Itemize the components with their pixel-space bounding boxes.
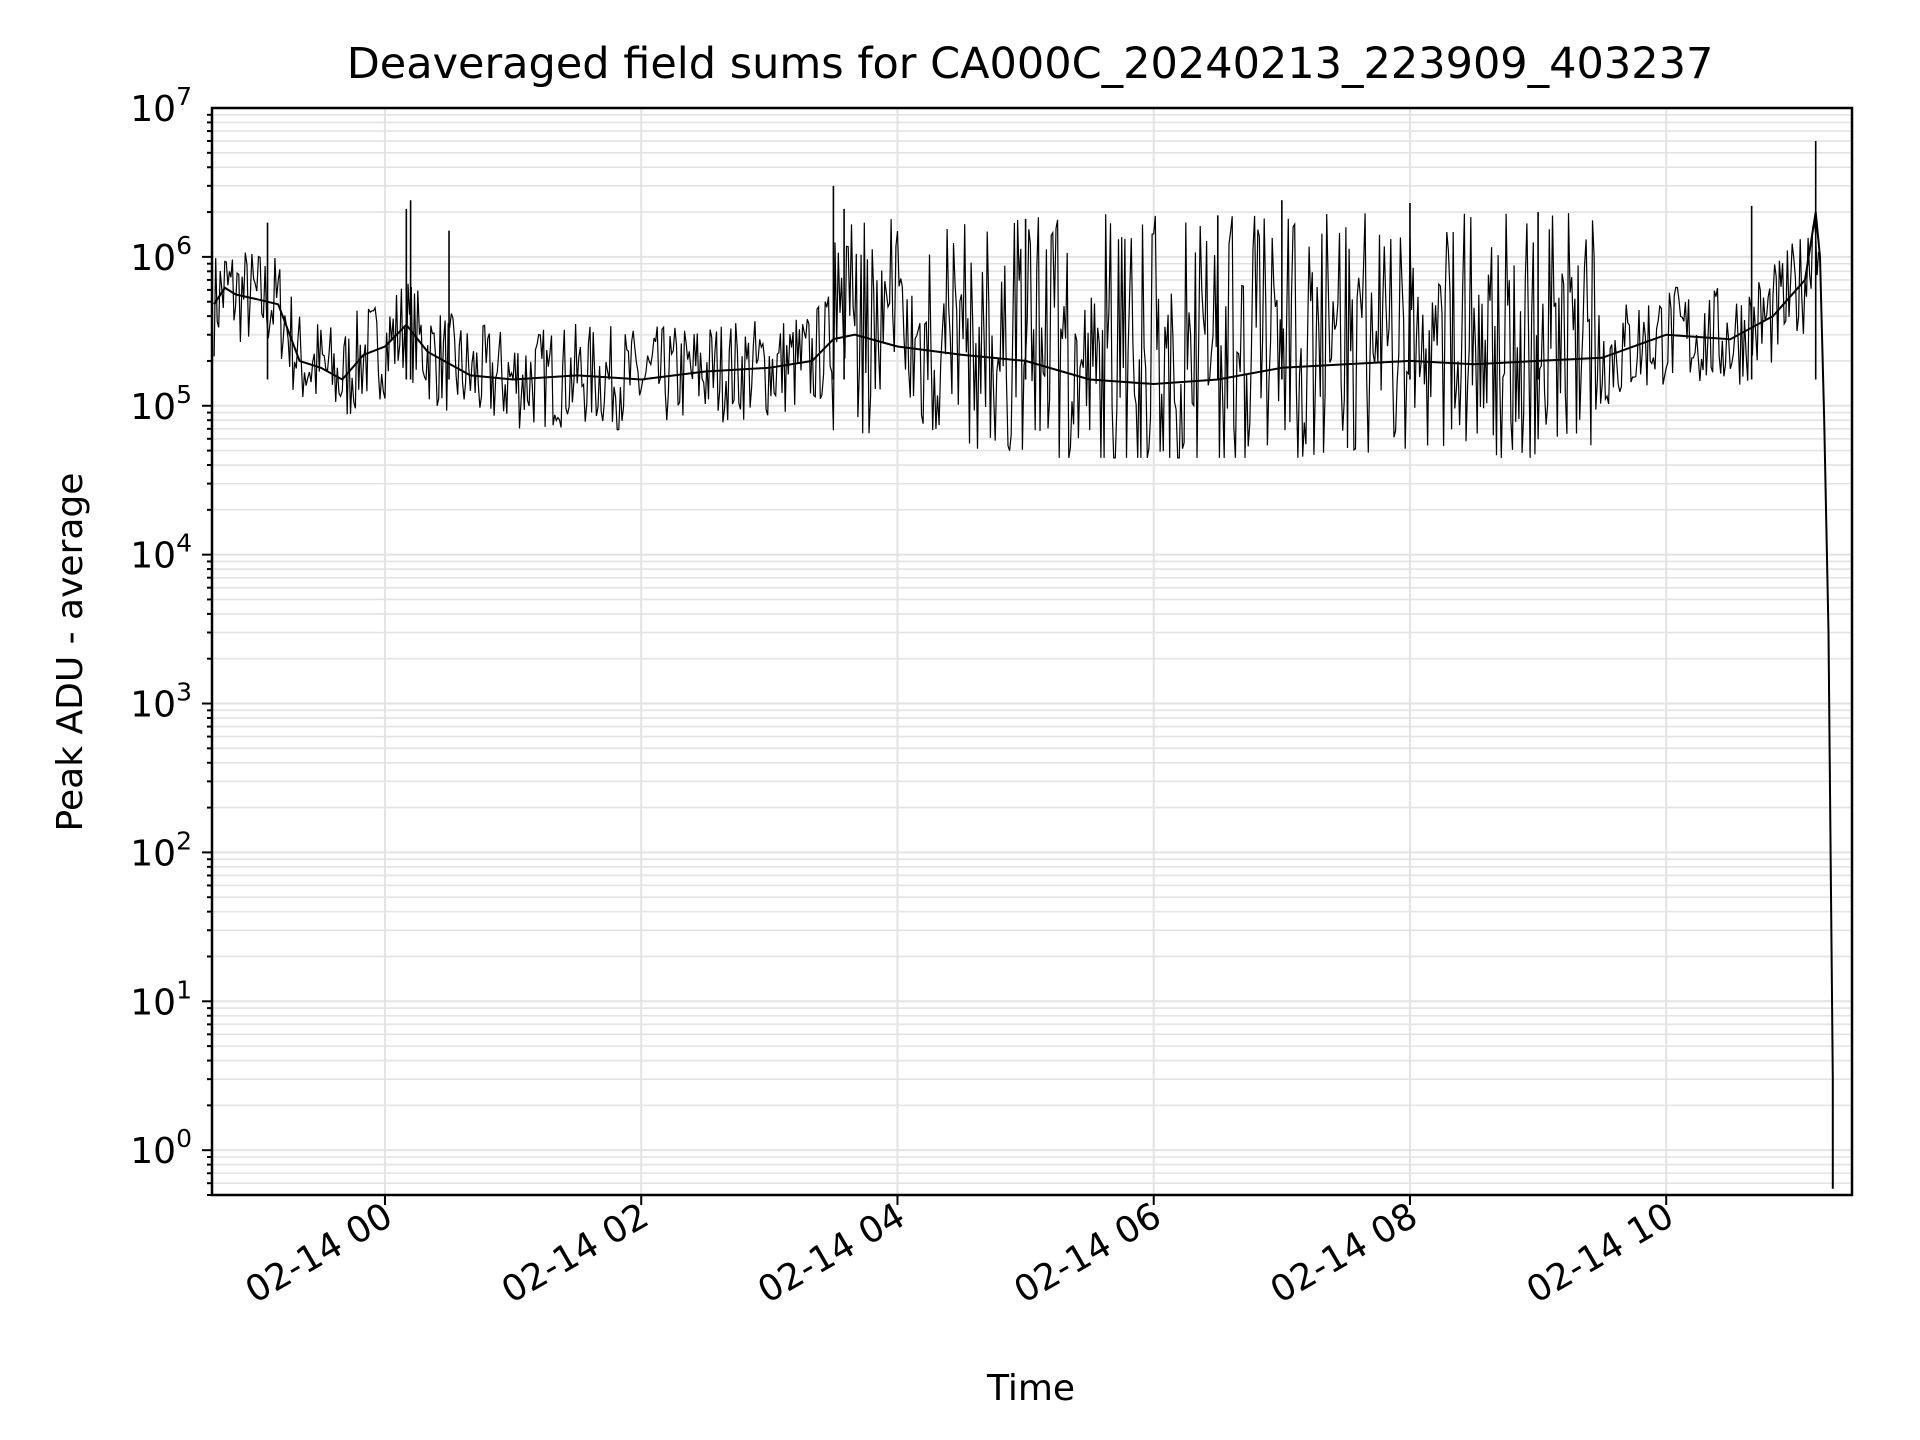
x-tick-label: 02-14 10 (1520, 1195, 1681, 1311)
series-fluctuation (213, 213, 1820, 459)
y-axis: 100 101 102 103 104 105 106 107 (130, 82, 212, 1196)
plot-frame (210, 106, 1854, 1197)
data-trace (213, 141, 1834, 1189)
chart-title: Deaveraged field sums for CA000C_2024021… (347, 39, 1714, 89)
x-axis: 02-14 00 02-14 02 02-14 04 02-14 06 02-14 08… (239, 1195, 1681, 1312)
y-tick-label: 103 (130, 678, 192, 726)
y-tick-label: 106 (130, 231, 192, 279)
y-tick-label: 101 (130, 975, 192, 1023)
x-tick-label: 02-14 02 (495, 1195, 656, 1311)
x-tick-label: 02-14 08 (1264, 1195, 1425, 1311)
y-tick-label: 104 (130, 529, 192, 577)
x-tick-label: 02-14 06 (1008, 1195, 1169, 1311)
y-axis-label: Peak ADU - average (50, 473, 91, 832)
y-tick-label: 100 (130, 1124, 192, 1172)
y-tick-label: 102 (130, 826, 192, 874)
x-axis-label: Time (986, 1368, 1075, 1409)
x-tick-label: 02-14 04 (751, 1195, 912, 1311)
grid (212, 108, 1852, 1196)
x-tick-label: 02-14 00 (239, 1195, 400, 1311)
y-tick-label: 105 (130, 380, 192, 428)
y-tick-label: 107 (130, 82, 192, 130)
